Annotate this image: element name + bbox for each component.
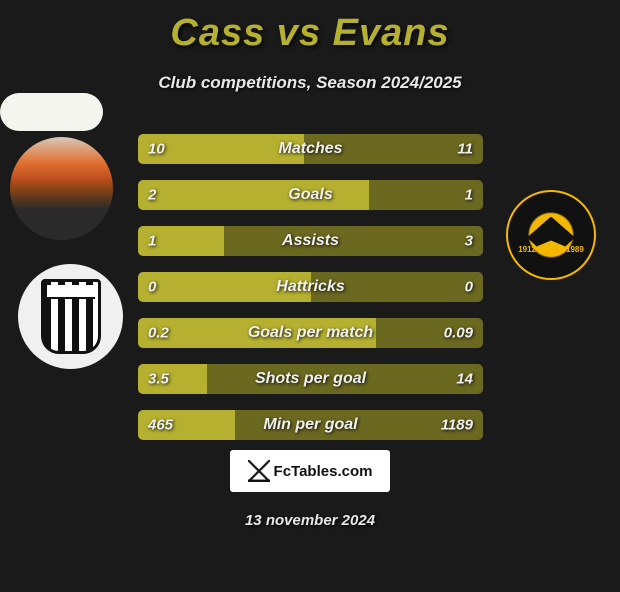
stat-value-left: 2 (148, 187, 156, 204)
stat-value-right: 0 (465, 279, 473, 296)
site-logo[interactable]: FcTables.com (230, 450, 390, 492)
stat-row: 2 1 Goals (138, 180, 483, 210)
stat-value-left: 10 (148, 141, 165, 158)
club-year-right: 1989 (566, 245, 584, 254)
stats-bars: 10 11 Matches 2 1 Goals 1 3 Assists 0 0 Hattricks 0.… (138, 134, 483, 456)
site-name: FcTables.com (274, 463, 373, 480)
stat-label: Min per goal (263, 416, 357, 434)
stat-value-right: 11 (457, 141, 473, 158)
stat-row: 465 1189 Min per goal (138, 410, 483, 440)
stat-value-right: 3 (465, 233, 473, 250)
stat-row: 0 0 Hattricks (138, 272, 483, 302)
stat-label: Assists (282, 232, 339, 250)
stat-label: Matches (278, 140, 342, 158)
stat-row: 10 11 Matches (138, 134, 483, 164)
stat-value-right: 14 (456, 371, 473, 388)
stat-fill-left (138, 180, 369, 210)
player2-avatar (0, 93, 103, 131)
page-subtitle: Club competitions, Season 2024/2025 (0, 73, 620, 93)
stat-value-left: 465 (148, 417, 173, 434)
stat-value-right: 1 (465, 187, 473, 204)
club-years: 1912 1989 (518, 245, 584, 254)
stat-row: 3.5 14 Shots per goal (138, 364, 483, 394)
page-title: Cass vs Evans (0, 12, 620, 55)
player1-club-badge (18, 264, 123, 369)
stat-row: 0.2 0.09 Goals per match (138, 318, 483, 348)
chart-icon (248, 460, 270, 482)
stat-value-left: 0 (148, 279, 156, 296)
stat-value-left: 0.2 (148, 325, 169, 342)
player2-club-badge: 1912 1989 (506, 190, 596, 280)
newport-wings-icon (527, 217, 575, 247)
footer-date: 13 november 2024 (245, 512, 375, 529)
stat-label: Shots per goal (255, 370, 366, 388)
stat-label: Goals (288, 186, 332, 204)
stat-value-left: 1 (148, 233, 156, 250)
club-year-left: 1912 (518, 245, 536, 254)
stat-row: 1 3 Assists (138, 226, 483, 256)
stat-label: Goals per match (248, 324, 373, 342)
stat-value-right: 0.09 (444, 325, 473, 342)
stat-label: Hattricks (276, 278, 344, 296)
grimsby-shield-icon (41, 279, 101, 354)
stat-value-right: 1189 (441, 417, 473, 434)
stat-value-left: 3.5 (148, 371, 169, 388)
player1-avatar (10, 137, 113, 240)
stat-fill-right (224, 226, 483, 256)
